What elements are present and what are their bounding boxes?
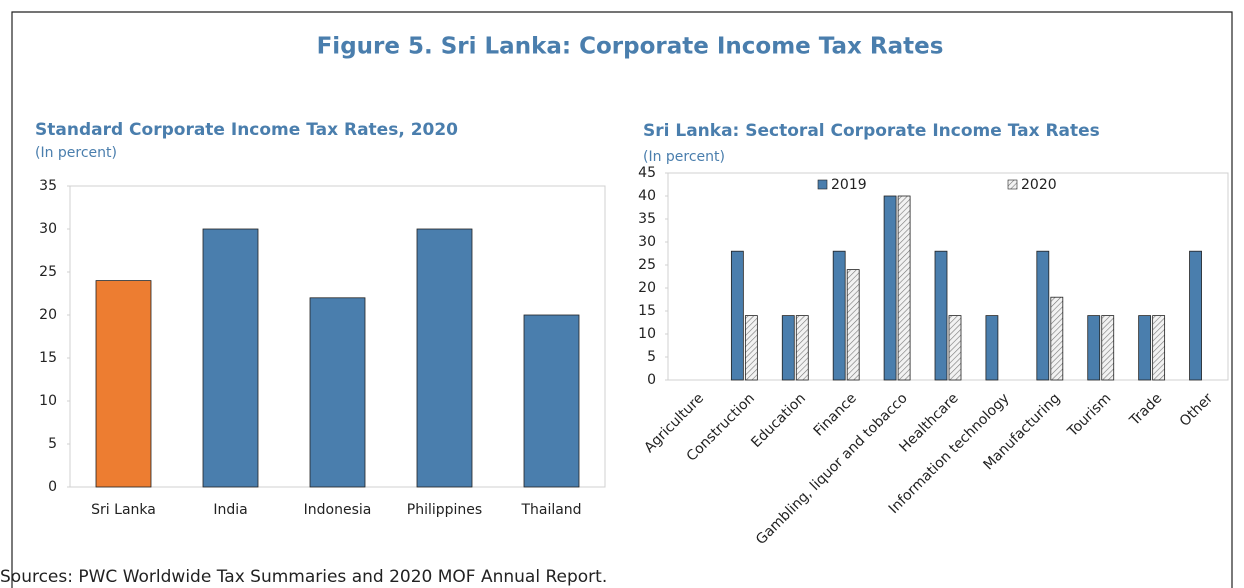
y-tick-label: 5	[647, 349, 656, 365]
bar	[1050, 296, 1064, 381]
bar	[897, 195, 911, 381]
bar	[1036, 250, 1050, 381]
y-tick-label: 20	[638, 280, 656, 296]
x-tick-label: India	[213, 502, 247, 518]
bar	[985, 315, 999, 381]
y-tick-label: 30	[39, 221, 57, 237]
bar	[948, 315, 962, 381]
y-tick-label: 35	[638, 211, 656, 227]
x-tick-label: Tourism	[1064, 390, 1114, 440]
y-tick-label: 10	[638, 326, 656, 342]
y-tick-label: 30	[638, 234, 656, 250]
y-tick-label: 20	[39, 307, 57, 323]
chart-subtitle: (In percent)	[35, 145, 117, 161]
y-tick-label: 15	[638, 303, 656, 319]
frame	[11, 11, 1233, 588]
bar	[1189, 250, 1202, 381]
x-tick-label: Philippines	[407, 502, 482, 518]
bar	[416, 228, 473, 488]
y-tick-label: 45	[638, 165, 656, 181]
y-tick-label: 35	[39, 178, 57, 194]
y-tick-label: 0	[48, 479, 57, 495]
bar	[832, 250, 846, 381]
chart-title: Standard Corporate Income Tax Rates, 202…	[35, 120, 458, 140]
bar	[795, 315, 809, 381]
y-tick-label: 40	[638, 188, 656, 204]
legend-label: 2019	[831, 177, 867, 193]
bar	[781, 315, 795, 381]
y-tick-label: 25	[39, 264, 57, 280]
y-tick-label: 25	[638, 257, 656, 273]
chart-title: Sri Lanka: Sectoral Corporate Income Tax…	[643, 121, 1100, 141]
bar	[934, 250, 948, 381]
bar	[523, 314, 580, 488]
figure-title: Figure 5. Sri Lanka: Corporate Income Ta…	[317, 34, 944, 60]
bar	[1087, 315, 1101, 381]
x-tick-label: Other	[1177, 390, 1217, 430]
bar	[730, 250, 744, 381]
bar	[95, 280, 152, 488]
bar	[883, 195, 897, 381]
x-tick-label: Finance	[811, 390, 860, 439]
bar	[202, 228, 259, 488]
bar	[1152, 315, 1166, 381]
y-tick-label: 0	[647, 372, 656, 388]
x-tick-label: Education	[748, 390, 809, 451]
y-tick-label: 10	[39, 393, 57, 409]
bar	[1138, 315, 1152, 381]
bar	[846, 269, 860, 381]
x-tick-label: Trade	[1126, 390, 1165, 429]
legend-label: 2020	[1021, 177, 1057, 193]
y-tick-label: 5	[48, 436, 57, 452]
chart-subtitle: (In percent)	[643, 149, 725, 165]
source-note: Sources: PWC Worldwide Tax Summaries and…	[0, 567, 607, 587]
x-tick-label: Thailand	[520, 502, 581, 518]
bar	[744, 315, 758, 381]
bar	[1101, 315, 1115, 381]
y-tick-label: 15	[39, 350, 57, 366]
legend-swatch	[817, 179, 828, 190]
legend-swatch	[1007, 179, 1018, 190]
x-tick-label: Indonesia	[304, 502, 372, 518]
x-tick-label: Sri Lanka	[91, 502, 156, 518]
bar	[309, 297, 366, 488]
plot-frame	[667, 172, 1229, 381]
